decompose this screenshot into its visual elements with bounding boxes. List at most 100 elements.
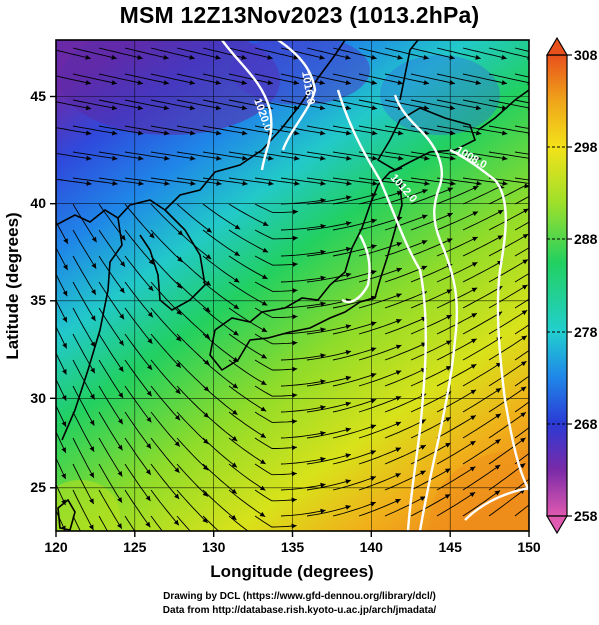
streamline xyxy=(436,415,477,439)
streamline-arrow xyxy=(61,525,66,531)
streamline xyxy=(306,222,352,231)
streamline xyxy=(462,260,503,283)
streamline xyxy=(462,125,508,135)
streamline-arrow xyxy=(423,54,429,60)
streamline-arrow xyxy=(117,444,123,451)
streamline xyxy=(514,375,529,387)
streamline-arrow xyxy=(259,538,265,543)
streamline-arrow xyxy=(501,54,507,60)
streamline xyxy=(410,99,456,110)
streamline xyxy=(488,437,526,465)
streamline xyxy=(280,432,326,439)
streamline-arrow xyxy=(174,414,181,421)
credits: Drawing by DCL (https://www.gfd-dennou.o… xyxy=(0,590,599,618)
streamline-arrow xyxy=(242,130,248,136)
streamline xyxy=(462,73,508,85)
streamline xyxy=(98,489,123,530)
streamline-arrow xyxy=(471,262,478,267)
streamline-arrow xyxy=(137,54,143,60)
streamline-arrow xyxy=(189,80,195,85)
streamline-arrow xyxy=(521,310,528,316)
streamline xyxy=(176,229,212,260)
streamline-arrow xyxy=(345,324,352,330)
streamline-arrow xyxy=(345,54,351,60)
streamline-arrow xyxy=(232,357,239,362)
x-tick-label: 130 xyxy=(202,539,226,555)
streamline xyxy=(462,177,508,185)
streamline-arrow xyxy=(119,313,125,320)
colorbar-tick-label: 258 xyxy=(574,508,598,524)
streamline xyxy=(176,463,209,497)
streamline-arrow xyxy=(292,288,298,294)
streamline-arrow xyxy=(319,54,325,60)
streamline xyxy=(462,311,503,335)
streamline-arrow xyxy=(89,472,94,478)
streamline xyxy=(384,367,427,387)
streamline-arrow xyxy=(397,54,403,60)
streamline-arrow xyxy=(470,389,477,395)
streamline xyxy=(254,463,297,476)
streamline xyxy=(514,195,529,205)
streamline-arrow xyxy=(396,216,403,222)
colorbar-tick-label: 308 xyxy=(574,47,598,63)
streamline-arrow xyxy=(370,424,377,430)
streamline-arrow xyxy=(204,333,210,339)
streamline xyxy=(488,284,528,309)
isobar-1012 xyxy=(336,89,427,531)
streamline xyxy=(358,498,401,517)
streamline-arrow xyxy=(137,105,144,111)
streamline xyxy=(280,380,326,387)
streamline-arrow xyxy=(234,224,241,230)
streamline xyxy=(202,177,248,185)
streamline xyxy=(150,281,182,316)
streamline xyxy=(436,99,482,110)
streamline xyxy=(332,151,378,160)
streamline-arrow xyxy=(259,485,266,491)
streamline-arrow xyxy=(320,180,326,186)
streamline xyxy=(306,505,351,517)
streamline-arrow xyxy=(147,364,153,370)
streamline xyxy=(514,349,529,361)
streamline xyxy=(462,413,502,439)
streamline xyxy=(98,229,126,268)
streamline xyxy=(436,177,482,185)
streamline xyxy=(72,489,94,531)
streamline-arrow xyxy=(319,80,325,85)
streamline xyxy=(436,236,478,257)
streamline xyxy=(254,177,300,185)
streamline-arrow xyxy=(293,80,299,85)
streamline-arrow xyxy=(294,180,300,186)
streamline-arrow xyxy=(85,105,92,111)
streamline-arrow xyxy=(231,462,237,468)
streamline xyxy=(384,47,429,59)
streamline-arrow xyxy=(320,327,326,333)
streamline xyxy=(202,489,237,521)
streamline-arrow xyxy=(291,523,297,529)
streamline xyxy=(462,490,501,517)
streamline xyxy=(462,209,504,231)
streamline-arrow xyxy=(89,446,95,452)
streamline xyxy=(514,401,529,413)
isobar-1012b xyxy=(393,94,459,531)
colorbar-tick-label: 298 xyxy=(574,139,598,155)
streamline xyxy=(72,47,117,59)
streamline xyxy=(280,47,325,59)
streamline xyxy=(72,359,95,400)
streamline xyxy=(384,189,428,205)
streamline xyxy=(202,203,241,230)
streamline-arrow xyxy=(149,232,155,239)
streamline xyxy=(306,453,352,465)
streamline xyxy=(306,196,352,205)
streamline xyxy=(124,437,152,476)
streamline-arrow xyxy=(90,341,96,348)
streamline xyxy=(384,214,428,231)
streamline xyxy=(72,281,96,322)
streamline-arrow xyxy=(446,340,452,346)
streamline xyxy=(410,151,456,160)
streamline xyxy=(306,350,352,361)
streamline-arrow xyxy=(260,432,266,438)
streamline-arrow xyxy=(370,501,376,507)
streamline xyxy=(436,491,476,517)
streamline-arrow xyxy=(445,442,451,448)
streamline xyxy=(514,125,529,129)
